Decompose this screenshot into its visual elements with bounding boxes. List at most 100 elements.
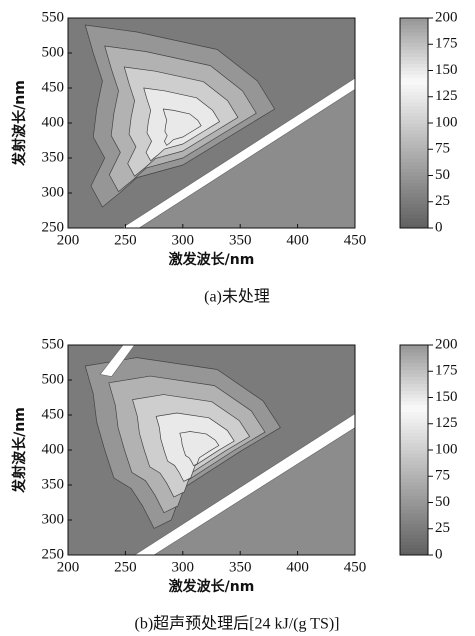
- colorbar-swatch: [400, 422, 428, 426]
- colorbar-tick-label: 25: [435, 193, 450, 209]
- colorbar-swatch: [400, 81, 428, 85]
- colorbar-tick-label: 200: [435, 9, 458, 25]
- colorbar-tick-label: 200: [435, 336, 458, 352]
- colorbar-swatch: [400, 28, 428, 33]
- colorbar-swatch: [400, 189, 428, 194]
- colorbar-swatch: [400, 42, 428, 47]
- colorbar-swatch: [400, 74, 428, 78]
- colorbar-swatch: [400, 362, 428, 367]
- caption: (b)超声预处理后[24 kJ/(g TS)]: [134, 615, 339, 633]
- x-tick-label: 250: [114, 232, 137, 248]
- colorbar-swatch: [400, 376, 428, 381]
- plot-area: [68, 18, 355, 228]
- colorbar-swatch: [400, 56, 428, 61]
- x-tick-label: 200: [57, 232, 80, 248]
- colorbar-swatch: [400, 401, 428, 405]
- colorbar-swatch: [400, 471, 428, 475]
- colorbar-swatch: [400, 140, 428, 145]
- colorbar-swatch: [400, 548, 428, 552]
- colorbar-swatch: [400, 186, 428, 190]
- colorbar-tick-label: 175: [435, 363, 458, 379]
- colorbar-swatch: [400, 18, 428, 22]
- x-tick-label: 350: [229, 559, 252, 575]
- colorbar-swatch: [400, 154, 428, 159]
- colorbar-swatch: [400, 516, 428, 521]
- colorbar-swatch: [400, 394, 428, 398]
- colorbar-tick-label: 150: [435, 62, 458, 78]
- colorbar-tick-label: 150: [435, 389, 458, 405]
- colorbar-tick-label: 0: [435, 546, 443, 562]
- colorbar-swatch: [400, 499, 428, 503]
- scatter-stripe: [99, 345, 135, 377]
- colorbar-swatch: [400, 397, 428, 402]
- colorbar-swatch: [400, 485, 428, 489]
- colorbar-swatch: [400, 46, 428, 50]
- y-axis-label: 发射波长/nm: [11, 407, 28, 494]
- colorbar-swatch: [400, 551, 428, 556]
- colorbar-swatch: [400, 207, 428, 211]
- colorbar-swatch: [400, 179, 428, 183]
- colorbar-swatch: [400, 196, 428, 201]
- colorbar-swatch: [400, 443, 428, 447]
- y-tick-label: 250: [42, 546, 65, 562]
- colorbar-swatch: [400, 98, 428, 103]
- colorbar-swatch: [400, 88, 428, 92]
- colorbar-swatch: [400, 383, 428, 388]
- colorbar-swatch: [400, 460, 428, 465]
- y-tick-label: 550: [42, 336, 65, 352]
- colorbar-swatch: [400, 67, 428, 71]
- colorbar-swatch: [400, 450, 428, 454]
- colorbar-tick-label: 125: [435, 88, 458, 104]
- colorbar-swatch: [400, 168, 428, 173]
- colorbar-swatch: [400, 355, 428, 360]
- colorbar-swatch: [400, 151, 428, 155]
- y-tick-label: 350: [42, 149, 65, 165]
- colorbar-swatch: [400, 217, 428, 222]
- colorbar-swatch: [400, 453, 428, 458]
- colorbar-swatch: [400, 165, 428, 169]
- colorbar-swatch: [400, 105, 428, 110]
- colorbar-swatch: [400, 345, 428, 349]
- colorbar-swatch: [400, 513, 428, 517]
- colorbar-swatch: [400, 109, 428, 113]
- colorbar-tick-label: 75: [435, 468, 450, 484]
- x-tick-label: 300: [172, 559, 195, 575]
- colorbar-swatch: [400, 175, 428, 180]
- colorbar-swatch: [400, 221, 428, 225]
- colorbar-swatch: [400, 49, 428, 54]
- colorbar-swatch: [400, 509, 428, 514]
- colorbar-swatch: [400, 161, 428, 166]
- colorbar-swatch: [400, 534, 428, 538]
- y-tick-label: 500: [42, 371, 65, 387]
- colorbar-swatch: [400, 390, 428, 395]
- colorbar-swatch: [400, 32, 428, 36]
- colorbar-swatch: [400, 352, 428, 356]
- colorbar-swatch: [400, 527, 428, 531]
- caption: (a)未处理: [204, 288, 270, 306]
- colorbar-swatch: [400, 119, 428, 124]
- colorbar-tick-label: 25: [435, 520, 450, 536]
- colorbar-swatch: [400, 373, 428, 377]
- y-tick-label: 250: [42, 219, 65, 235]
- colorbar-swatch: [400, 112, 428, 117]
- contour-level: [179, 431, 220, 467]
- x-tick-label: 350: [229, 232, 252, 248]
- colorbar-swatch: [400, 418, 428, 423]
- colorbar-tick-label: 75: [435, 141, 450, 157]
- x-tick-label: 400: [286, 559, 309, 575]
- y-axis-label: 发射波长/nm: [11, 80, 28, 167]
- colorbar-swatch: [400, 467, 428, 472]
- colorbar-swatch: [400, 102, 428, 106]
- colorbar-swatch: [400, 520, 428, 524]
- plot-area: [68, 345, 355, 555]
- colorbar-swatch: [400, 70, 428, 75]
- colorbar-swatch: [400, 210, 428, 215]
- colorbar-swatch: [400, 415, 428, 419]
- colorbar-swatch: [400, 116, 428, 120]
- colorbar-swatch: [400, 537, 428, 542]
- x-tick-label: 200: [57, 559, 80, 575]
- colorbar-swatch: [400, 144, 428, 148]
- x-tick-label: 300: [172, 232, 195, 248]
- colorbar-swatch: [400, 380, 428, 384]
